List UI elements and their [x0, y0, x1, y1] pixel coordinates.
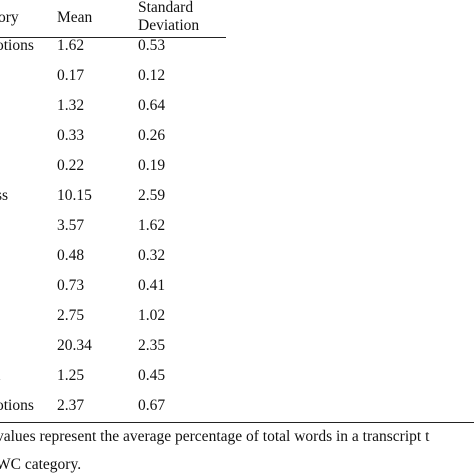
mean-cell: 0.33	[57, 127, 85, 144]
sd-cell: 2.59	[138, 187, 166, 204]
mean-cell: 0.17	[57, 67, 85, 84]
mean-cell: 1.32	[57, 97, 85, 114]
mean-cell: 0.22	[57, 157, 85, 174]
sd-cell: 0.41	[138, 277, 166, 294]
sd-cell: 1.62	[138, 217, 166, 234]
sd-cell: 0.19	[138, 157, 166, 174]
row-label: otions	[0, 37, 34, 54]
sd-cell: 0.26	[138, 127, 166, 144]
sd-cell: 0.53	[138, 37, 166, 54]
footnote: values represent the average percentage …	[0, 428, 430, 445]
mean-cell: 3.57	[57, 217, 85, 234]
sd-cell: 0.67	[138, 397, 166, 414]
sd-cell: 0.45	[138, 367, 166, 384]
header-cell: Standard Deviation	[138, 0, 200, 34]
mean-cell: 2.37	[57, 397, 85, 414]
mean-cell: 0.73	[57, 277, 85, 294]
sd-cell: 1.02	[138, 307, 166, 324]
footnote: WC category.	[0, 456, 82, 473]
mean-cell: 0.48	[57, 247, 85, 264]
row-label: otions	[0, 397, 34, 414]
header-rule	[0, 37, 226, 38]
bottom-rule	[0, 422, 474, 423]
sd-cell: 0.64	[138, 97, 166, 114]
mean-cell: 1.62	[57, 37, 85, 54]
header-cell: ory	[0, 9, 19, 26]
mean-cell: 20.34	[57, 337, 92, 354]
sd-cell: 0.32	[138, 247, 166, 264]
mean-cell: 10.15	[57, 187, 92, 204]
sd-cell: 0.12	[138, 67, 166, 84]
sd-cell: 2.35	[138, 337, 166, 354]
mean-cell: 1.25	[57, 367, 85, 384]
header-cell: Mean	[57, 9, 93, 26]
row-label: ss	[0, 187, 9, 204]
mean-cell: 2.75	[57, 307, 85, 324]
